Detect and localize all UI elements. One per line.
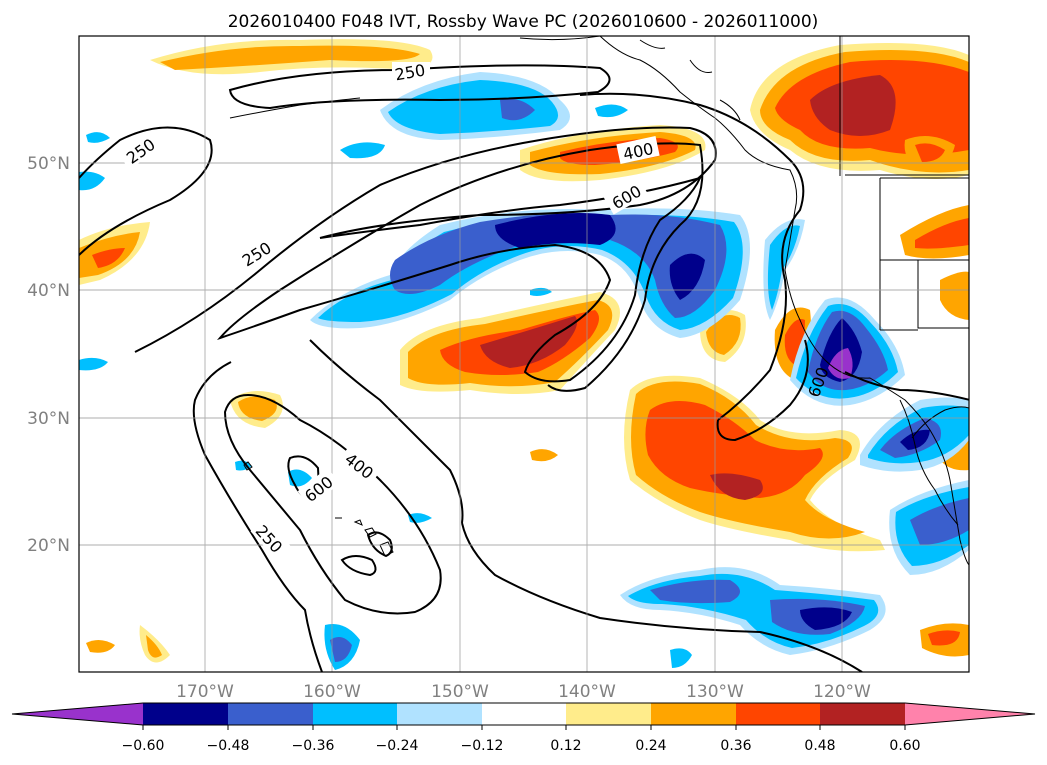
colorbar-tick-label: −0.48 (207, 738, 250, 754)
positive-anomaly-alaska-gulf (150, 39, 433, 75)
colorbar-tick-label: 0.60 (889, 738, 920, 754)
anomaly-fill-layer (79, 36, 969, 672)
lon-label-140w: 140°W (558, 682, 616, 702)
colorbar-min-extension (12, 703, 143, 725)
coastlines (229, 36, 969, 566)
colorbar-tick-label: −0.24 (376, 738, 419, 754)
colorbar-segment (228, 703, 313, 725)
lon-label-130w: 130°W (686, 682, 744, 702)
negative-anomaly-central (310, 208, 750, 338)
map-panel: 250 250 250 250 400 400 600 600 600 50°N… (27, 35, 970, 702)
colorbar-segment (143, 703, 228, 725)
lon-label-160w: 160°W (303, 682, 361, 702)
colorbar-ticks (142, 725, 906, 730)
lat-label-50n: 50°N (27, 154, 70, 174)
lat-label-40n: 40°N (27, 281, 70, 301)
colorbar-segment (313, 703, 397, 725)
map-frame (78, 35, 970, 673)
lon-label-120w: 120°W (813, 682, 871, 702)
colorbar-segment (566, 703, 651, 725)
colorbar-tick-label: 0.48 (804, 738, 835, 754)
colorbar-segment (651, 703, 736, 725)
islands (243, 461, 394, 557)
longitude-labels: 170°W 160°W 150°W 140°W 130°W 120°W (176, 682, 871, 702)
colorbar-tick-label: −0.60 (122, 738, 165, 754)
colorbar-max-extension (905, 703, 1035, 725)
lat-label-30n: 30°N (27, 409, 70, 429)
colorbar-tick-label: −0.36 (292, 738, 335, 754)
colorbar-segment (820, 703, 905, 725)
positive-anomaly-west (79, 222, 150, 285)
negative-anomaly-north (79, 72, 628, 371)
colorbar-tick-label: 0.12 (550, 738, 581, 754)
negative-anomaly-california (763, 219, 905, 406)
colorbar: −0.60 −0.48 −0.36 −0.24 −0.12 0.12 0.24 … (11, 702, 1036, 754)
lat-label-20n: 20°N (27, 536, 70, 556)
lon-label-170w: 170°W (176, 682, 234, 702)
colorbar-segment (482, 703, 566, 725)
colorbar-segment (736, 703, 820, 725)
colorbar-tick-label: 0.36 (720, 738, 751, 754)
map-title: 2026010400 F048 IVT, Rossby Wave PC (202… (228, 12, 819, 32)
gridlines (79, 36, 969, 672)
colorbar-tick-label: 0.24 (635, 738, 666, 754)
negative-anomaly-south (235, 460, 886, 670)
positive-anomaly-southeast (624, 375, 885, 552)
colorbar-segment (397, 703, 482, 725)
colorbar-tick-label: −0.12 (461, 738, 504, 754)
lon-label-150w: 150°W (431, 682, 489, 702)
latitude-labels: 50°N 40°N 30°N 20°N (27, 154, 70, 556)
positive-anomaly-central (400, 292, 620, 394)
